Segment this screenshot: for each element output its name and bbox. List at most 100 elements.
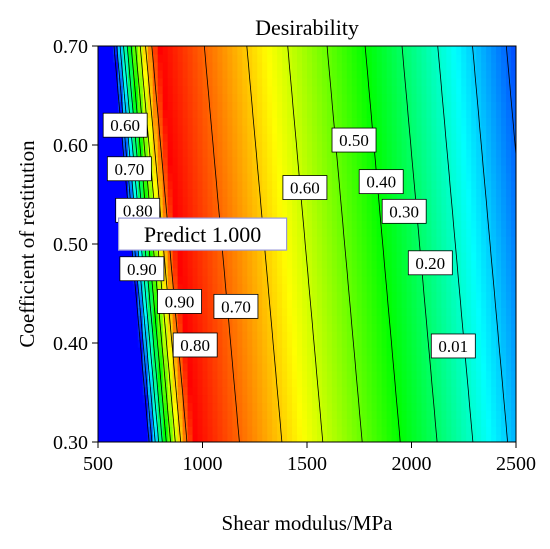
heatmap-cell (466, 164, 472, 174)
heatmap-cell (351, 331, 358, 340)
heatmap-cell (152, 426, 159, 435)
heatmap-cell (376, 339, 383, 348)
heatmap-cell (356, 164, 363, 174)
heatmap-cell (396, 125, 403, 134)
heatmap-cell (222, 394, 229, 404)
heatmap-cell (157, 378, 164, 388)
y-tick-label: 0.40 (53, 333, 88, 355)
heatmap-cell (252, 61, 258, 71)
heatmap-cell (202, 117, 209, 126)
heatmap-cell (406, 164, 413, 174)
heatmap-cell (217, 267, 224, 277)
heatmap-cell (142, 315, 149, 324)
heatmap-cell (227, 204, 234, 214)
heatmap-cell (182, 370, 189, 380)
heatmap-cell (436, 93, 443, 103)
heatmap-cell (177, 204, 184, 214)
heatmap-cell (311, 418, 318, 427)
heatmap-cell (351, 418, 358, 427)
heatmap-cell (481, 228, 487, 237)
heatmap-cell (371, 46, 378, 55)
heatmap-cell (252, 386, 258, 396)
heatmap-cell (421, 53, 428, 63)
heatmap-cell (192, 133, 199, 142)
heatmap-cell (341, 172, 348, 182)
heatmap-cell (416, 402, 423, 412)
heatmap-cell (137, 251, 144, 261)
heatmap-cell (511, 61, 516, 71)
heatmap-cell (511, 133, 516, 142)
heatmap-cell (376, 212, 383, 221)
heatmap-cell (456, 402, 462, 412)
heatmap-cell (426, 323, 433, 332)
heatmap-cell (426, 46, 433, 55)
heatmap-cell (98, 196, 104, 206)
heatmap-cell (262, 426, 268, 435)
heatmap-cell (321, 362, 328, 372)
heatmap-cell (237, 109, 244, 118)
heatmap-cell (366, 46, 373, 55)
heatmap-cell (441, 370, 448, 380)
heatmap-cell (371, 61, 378, 71)
heatmap-cell (297, 109, 303, 118)
contour-label-text: 0.60 (290, 179, 320, 198)
heatmap-cell (307, 85, 313, 95)
heatmap-cell (252, 172, 258, 182)
heatmap-cell (232, 267, 239, 277)
heatmap-cell (491, 323, 497, 332)
heatmap-cell (222, 188, 229, 198)
heatmap-cell (336, 236, 343, 245)
heatmap-cell (262, 267, 268, 277)
heatmap-cell (147, 331, 154, 340)
heatmap-cell (102, 101, 109, 111)
heatmap-cell (476, 267, 482, 277)
heatmap-cell (187, 77, 194, 87)
heatmap-cell (252, 69, 258, 79)
heatmap-cell (247, 204, 253, 214)
heatmap-cell (98, 46, 104, 55)
heatmap-cell (511, 101, 516, 111)
heatmap-cell (466, 204, 472, 214)
heatmap-cell (476, 378, 482, 388)
heatmap-cell (496, 204, 502, 214)
heatmap-cell (102, 354, 109, 364)
heatmap-cell (361, 418, 368, 427)
heatmap-cell (491, 212, 497, 221)
heatmap-cell (361, 267, 368, 277)
heatmap-cell (461, 251, 467, 261)
heatmap-cell (282, 77, 288, 87)
heatmap-cell (227, 164, 234, 174)
heatmap-cell (361, 370, 368, 380)
heatmap-cell (311, 220, 318, 229)
heatmap-cell (391, 117, 398, 126)
heatmap-cell (376, 46, 383, 55)
heatmap-cell (262, 378, 268, 388)
heatmap-cell (366, 196, 373, 206)
heatmap-cell (391, 220, 398, 229)
heatmap-cell (277, 46, 283, 55)
heatmap-cell (107, 212, 114, 221)
heatmap-cell (361, 93, 368, 103)
heatmap-cell (416, 164, 423, 174)
heatmap-cell (167, 85, 174, 95)
heatmap-cell (247, 117, 253, 126)
heatmap-cell (391, 426, 398, 435)
heatmap-cell (411, 402, 418, 412)
heatmap-cell (292, 77, 298, 87)
heatmap-cell (371, 418, 378, 427)
heatmap-cell (336, 299, 343, 309)
heatmap-cell (491, 386, 497, 396)
heatmap-cell (381, 53, 388, 63)
heatmap-cell (321, 109, 328, 118)
heatmap-cell (381, 101, 388, 111)
heatmap-cell (426, 394, 433, 404)
heatmap-cell (356, 283, 363, 293)
heatmap-cell (451, 323, 457, 332)
heatmap-cell (441, 172, 448, 182)
heatmap-cell (411, 426, 418, 435)
heatmap-cell (117, 180, 124, 190)
heatmap-cell (341, 61, 348, 71)
heatmap-cell (277, 101, 283, 111)
heatmap-cell (511, 212, 516, 221)
heatmap-cell (346, 346, 353, 356)
